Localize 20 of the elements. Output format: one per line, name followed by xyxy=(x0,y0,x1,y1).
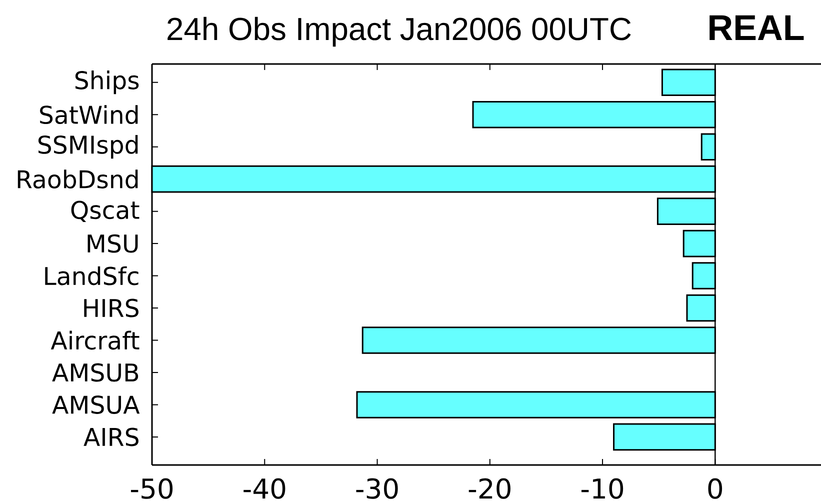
y-tick-label: MSU xyxy=(88,234,138,253)
y-tick-label: SatWind xyxy=(40,105,138,124)
y-tick-label: SSMIspd xyxy=(38,135,138,159)
x-tick-label: -20 xyxy=(468,478,510,499)
y-tick-label: AMSUB xyxy=(52,363,138,382)
x-tick-label: 0 xyxy=(708,478,722,499)
y-tick-label: Ships xyxy=(75,70,139,94)
y-tick-label: Qscat xyxy=(71,200,140,222)
x-tick-label: -10 xyxy=(581,478,624,499)
y-tick-label: AMSUA xyxy=(52,396,140,414)
y-tick-label: HIRS xyxy=(84,298,138,318)
y-tick-label: RaobDsnd xyxy=(18,170,138,189)
x-tick-label: -40 xyxy=(244,478,286,499)
text: REAL xyxy=(710,15,804,40)
y-tick-label: Aircraft xyxy=(50,330,140,350)
y-tick-label: AIRS xyxy=(84,428,138,446)
x-tick-label: -30 xyxy=(356,478,398,499)
chart-title: 24h Obs Impact Jan2006 00UTC xyxy=(168,16,631,47)
x-tick-label: -50 xyxy=(130,478,173,499)
y-tick-label: LandSfc xyxy=(45,266,138,286)
